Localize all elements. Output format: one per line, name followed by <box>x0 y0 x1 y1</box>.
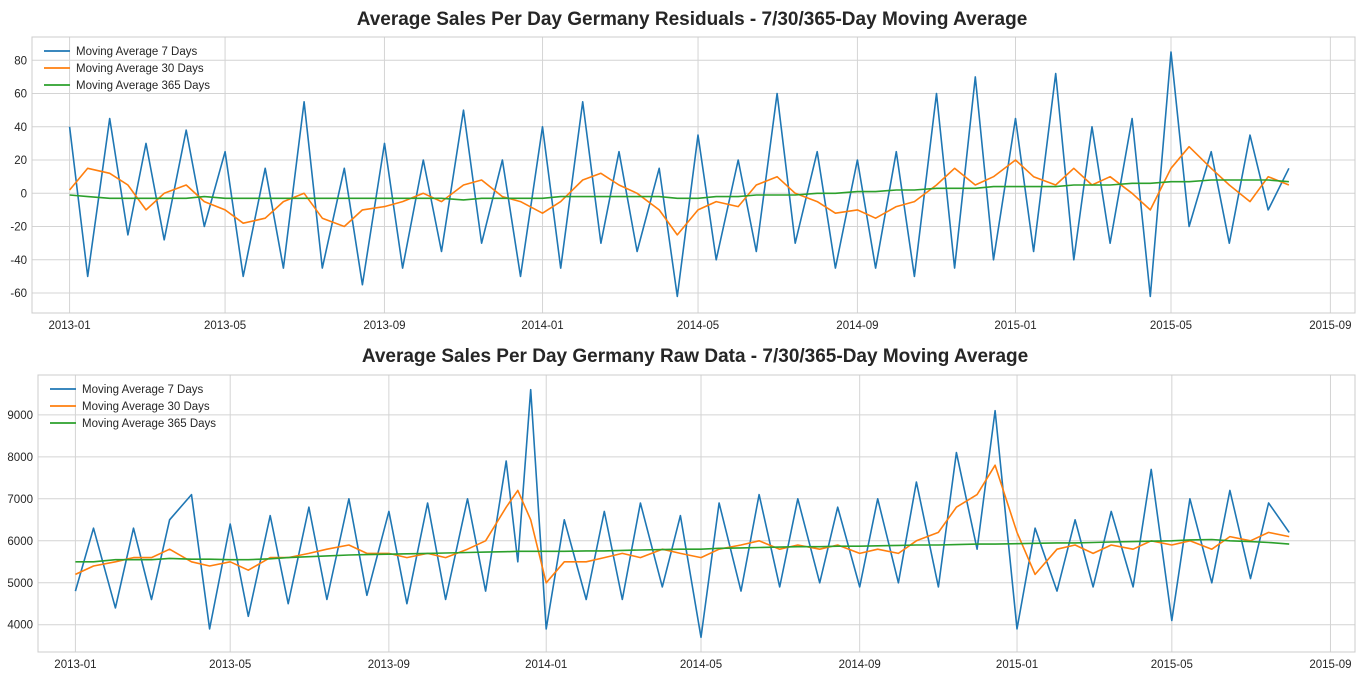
chart-title-raw: Average Sales Per Day Germany Raw Data -… <box>362 346 1028 367</box>
series-line-1 <box>68 145 1290 236</box>
y-tick-label: 5000 <box>7 578 33 590</box>
chart-panel-0: 2013-01 2013-05 2013-09 2014-01 2014-05 2014-… <box>10 36 1356 332</box>
series-line-0 <box>68 51 1290 298</box>
chart-title-residuals: Average Sales Per Day Germany Residuals … <box>357 9 1028 30</box>
y-tick-label: 20 <box>14 155 27 167</box>
x-tick-label: 2013-09 <box>368 659 410 671</box>
x-tick-label: 2015-01 <box>994 320 1036 332</box>
y-tick-label: -20 <box>10 222 27 234</box>
y-tick-label: -40 <box>10 255 27 267</box>
x-tick-label: 2015-05 <box>1151 659 1193 671</box>
x-tick-label: 2014-05 <box>677 320 719 332</box>
x-tick-label: 2014-09 <box>839 659 881 671</box>
legend-label: Moving Average 30 Days <box>76 63 204 75</box>
x-tick-label: 2013-05 <box>209 659 251 671</box>
x-tick-label: 2013-05 <box>204 320 246 332</box>
y-tick-label: 7000 <box>7 494 33 506</box>
series-line-2 <box>69 179 1289 201</box>
x-tick-label: 2014-01 <box>525 659 567 671</box>
y-tick-label: 40 <box>14 122 27 134</box>
x-tick-label: 2013-01 <box>48 320 90 332</box>
x-tick-label: 2014-01 <box>521 320 563 332</box>
x-tick-label: 2013-01 <box>54 659 96 671</box>
plot-frame <box>37 374 1356 653</box>
plot-frame <box>31 36 1356 314</box>
y-tick-label: -60 <box>10 288 27 300</box>
x-tick-label: 2015-01 <box>996 659 1038 671</box>
y-tick-label: 8000 <box>7 452 33 464</box>
x-tick-label: 2015-09 <box>1309 320 1351 332</box>
y-tick-label: 0 <box>21 188 27 200</box>
y-tick-label: 9000 <box>7 410 33 422</box>
y-tick-label: 4000 <box>7 620 33 632</box>
y-tick-label: 80 <box>14 55 27 67</box>
legend-label: Moving Average 7 Days <box>76 46 197 58</box>
chart-panel-1: 2013-01 2013-05 2013-09 2014-01 2014-05 2014-… <box>7 374 1356 671</box>
series-line-0 <box>74 388 1290 639</box>
x-tick-label: 2015-09 <box>1309 659 1351 671</box>
x-tick-label: 2015-05 <box>1150 320 1192 332</box>
legend-label: Moving Average 7 Days <box>82 384 203 396</box>
x-tick-label: 2014-05 <box>680 659 722 671</box>
series-line-2 <box>75 538 1290 563</box>
legend-label: Moving Average 30 Days <box>82 401 210 413</box>
x-tick-label: 2014-09 <box>836 320 878 332</box>
x-tick-label: 2013-09 <box>363 320 405 332</box>
legend-label: Moving Average 365 Days <box>76 80 210 92</box>
y-tick-label: 60 <box>14 89 27 101</box>
y-tick-label: 6000 <box>7 536 33 548</box>
legend-label: Moving Average 365 Days <box>82 418 216 430</box>
